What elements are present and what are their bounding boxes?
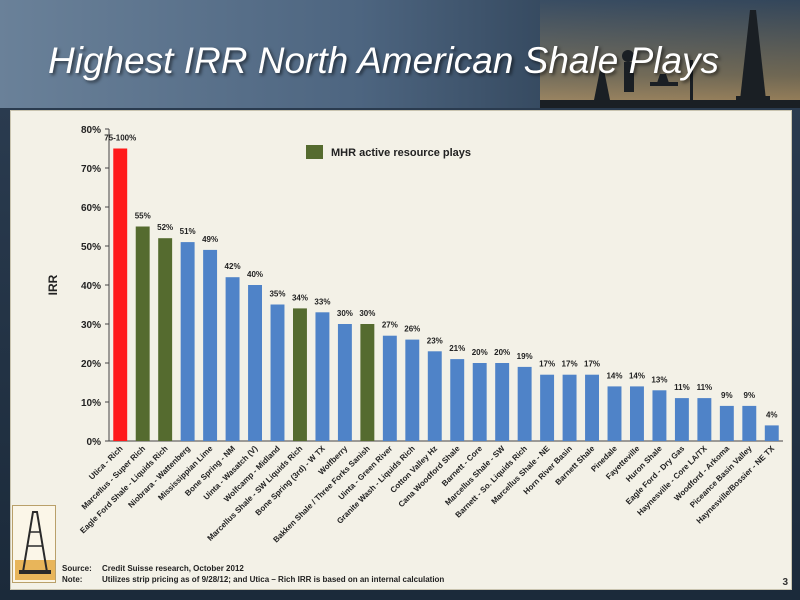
data-label-19: 19% (517, 352, 533, 361)
chart-bars (113, 148, 779, 441)
y-tick-label: 30% (81, 320, 101, 331)
bar-15 (427, 351, 442, 441)
bar-27 (697, 398, 712, 441)
bar-24 (630, 386, 644, 441)
data-label-29: 9% (744, 391, 756, 400)
derrick-logo-icon (15, 511, 55, 580)
legend-label: MHR active resource plays (331, 147, 471, 159)
data-label-8: 35% (269, 290, 285, 299)
data-label-9: 34% (292, 293, 308, 302)
legend-swatch (306, 145, 323, 159)
page-number: 3 (782, 577, 788, 588)
data-label-3: 52% (157, 223, 173, 232)
bar-1 (113, 148, 128, 441)
bar-12 (360, 324, 375, 441)
y-tick-label: 60% (81, 203, 101, 214)
data-label-14: 26% (404, 325, 420, 334)
data-label-4: 51% (180, 227, 196, 236)
bar-20 (540, 374, 555, 441)
bar-23 (607, 386, 622, 441)
slide-header: Highest IRR North American Shale Plays (0, 0, 800, 108)
data-label-22: 17% (584, 360, 600, 369)
chart-legend: MHR active resource plays (306, 145, 471, 159)
oil-field-silhouette (540, 0, 800, 108)
content-panel: 0% 10% 20% 30% 40% 50% 60% 70% 80% IRR 75-100% 55%… (10, 110, 792, 590)
slide-title: Highest IRR North American Shale Plays (48, 40, 720, 81)
y-tick-label: 70% (81, 164, 101, 175)
note-text: Utilizes strip pricing as of 9/28/12; an… (102, 575, 445, 584)
data-label-24: 14% (629, 371, 645, 380)
y-tick-label: 40% (81, 281, 101, 292)
footnotes: Source: Credit Suisse research, October … (62, 563, 444, 585)
data-label-18: 20% (494, 348, 510, 357)
bar-4 (180, 242, 195, 441)
data-label-23: 14% (606, 371, 622, 380)
data-label-15: 23% (427, 336, 443, 345)
company-logo (12, 505, 56, 583)
irr-bar-chart: 0% 10% 20% 30% 40% 50% 60% 70% 80% IRR 75-100% 55%… (46, 125, 783, 545)
x-tick-label-3: Eagle Ford Shale - Liquids Rich (78, 444, 169, 535)
source-footnote: Source: Credit Suisse research, October … (62, 563, 444, 574)
data-label-26: 11% (674, 383, 690, 392)
data-label-2: 55% (135, 212, 151, 221)
y-tick-label: 80% (81, 125, 101, 136)
source-label: Source: (62, 564, 92, 573)
bar-8 (270, 304, 285, 441)
bar-16 (450, 359, 465, 441)
bar-11 (337, 324, 352, 441)
chart-data-labels: 75-100% 55% 52% 51% 49% 42% 40% 35% 34% 33% 30% 30%… (104, 134, 777, 420)
bar-29 (742, 405, 757, 441)
y-tick-label: 10% (81, 398, 101, 409)
data-label-20: 17% (539, 360, 555, 369)
bar-13 (382, 335, 397, 441)
data-label-12: 30% (359, 309, 375, 318)
bar-17 (472, 363, 487, 441)
data-label-28: 9% (721, 391, 733, 400)
bar-19 (517, 366, 532, 441)
bar-21 (562, 374, 577, 441)
data-label-11: 30% (337, 309, 353, 318)
data-label-16: 21% (449, 344, 465, 353)
y-tick-label: 50% (81, 242, 101, 253)
data-label-1: 75-100% (104, 134, 136, 143)
data-label-5: 49% (202, 235, 218, 244)
bar-14 (405, 339, 420, 441)
data-label-7: 40% (247, 270, 263, 279)
note-label: Note: (62, 575, 83, 584)
data-label-17: 20% (472, 348, 488, 357)
bar-10 (315, 312, 330, 441)
bar-2 (135, 226, 150, 441)
chart-axes: 0% 10% 20% 30% 40% 50% 60% 70% 80% IRR (46, 125, 783, 448)
bar-9 (293, 308, 307, 441)
bar-6 (225, 277, 240, 441)
bar-22 (585, 374, 599, 441)
bar-7 (248, 285, 262, 441)
bar-5 (203, 249, 218, 441)
data-label-10: 33% (314, 297, 330, 306)
bar-30 (764, 425, 779, 441)
bar-3 (158, 238, 173, 441)
data-label-13: 27% (382, 321, 398, 330)
data-label-21: 17% (562, 360, 578, 369)
data-label-30: 4% (766, 410, 778, 419)
bar-18 (495, 363, 510, 441)
note-footnote: Note: Utilizes strip pricing as of 9/28/… (62, 574, 444, 585)
bar-26 (674, 398, 689, 441)
bar-25 (652, 390, 667, 441)
y-tick-label: 20% (81, 359, 101, 370)
source-text: Credit Suisse research, October 2012 (102, 564, 244, 573)
data-label-27: 11% (697, 383, 713, 392)
y-axis-label: IRR (46, 274, 60, 295)
bar-28 (719, 405, 734, 441)
data-label-6: 42% (225, 262, 241, 271)
y-tick-label: 0% (87, 437, 102, 448)
data-label-25: 13% (651, 375, 667, 384)
